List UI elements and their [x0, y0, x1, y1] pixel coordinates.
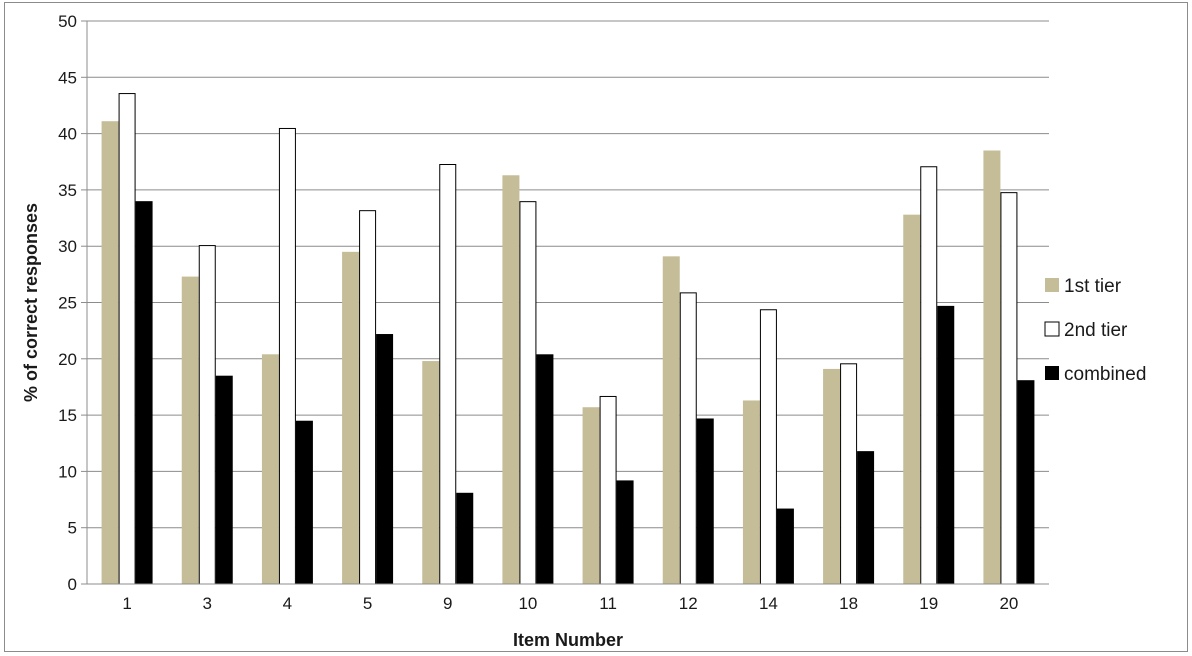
- x-tick-label: 14: [759, 594, 778, 613]
- bar-2nd-tier-item-18: [840, 363, 858, 585]
- x-tick-label: 3: [203, 594, 212, 613]
- bar-combined-item-4: [295, 420, 313, 584]
- bar-2nd-tier-item-3: [198, 245, 216, 585]
- legend-label-2nd-tier: 2nd tier: [1064, 320, 1128, 341]
- legend-label-1st-tier: 1st tier: [1064, 276, 1122, 297]
- bar-combined-item-5: [376, 334, 394, 584]
- y-tick-label: 25: [58, 294, 77, 313]
- bar-1st-tier-item-3: [181, 276, 199, 584]
- bar-1st-tier-item-4: [261, 354, 279, 584]
- bar-2nd-tier-item-11: [599, 395, 617, 585]
- bar-combined-item-11: [616, 480, 634, 584]
- bar-2nd-tier-item-5: [359, 210, 377, 585]
- x-tick-label: 19: [919, 594, 938, 613]
- legend-swatch-1st-tier: [1045, 278, 1059, 292]
- legend-swatch-2nd-tier: [1044, 321, 1060, 337]
- x-tick-label: 12: [679, 594, 698, 613]
- y-tick-label: 10: [58, 462, 77, 481]
- bar-1st-tier-item-18: [823, 368, 841, 584]
- y-axis-ticks: 0 5 10 15 20 25 30 35 40 45 50: [58, 12, 77, 594]
- x-tick-label: 4: [283, 594, 292, 613]
- bar-combined-item-19: [937, 305, 955, 584]
- bar-2nd-tier-item-12: [679, 292, 697, 585]
- gridlines: [81, 20, 1049, 585]
- y-tick-label: 15: [58, 406, 77, 425]
- bar-1st-tier-item-14: [742, 400, 760, 584]
- bar-2nd-tier-item-19: [920, 166, 938, 585]
- bars: [101, 93, 1035, 585]
- legend: 1st tier 2nd tier combined: [1044, 276, 1146, 385]
- legend-label-combined: combined: [1064, 364, 1146, 385]
- bar-2nd-tier-item-10: [519, 201, 537, 585]
- bar-2nd-tier-item-4: [278, 127, 296, 585]
- x-tick-label: 1: [122, 594, 131, 613]
- y-tick-label: 35: [58, 181, 77, 200]
- bar-1st-tier-item-9: [422, 361, 440, 584]
- x-tick-label: 5: [363, 594, 372, 613]
- bar-1st-tier-item-1: [101, 121, 119, 585]
- y-tick-label: 5: [68, 519, 77, 538]
- y-tick-label: 40: [58, 125, 77, 144]
- x-tick-label: 9: [443, 594, 452, 613]
- x-tick-label: 20: [999, 594, 1018, 613]
- bar-1st-tier-item-11: [582, 407, 600, 584]
- bar-combined-item-3: [215, 375, 233, 584]
- y-tick-label: 50: [58, 12, 77, 31]
- bar-2nd-tier-item-9: [439, 164, 457, 585]
- bar-2nd-tier-item-1: [118, 93, 136, 585]
- x-tick-label: 11: [599, 594, 617, 613]
- bar-combined-item-18: [857, 451, 875, 584]
- bar-1st-tier-item-12: [662, 256, 680, 584]
- legend-swatch-combined: [1045, 366, 1059, 380]
- x-axis-title: Item Number: [513, 630, 623, 650]
- bar-1st-tier-item-5: [342, 251, 360, 584]
- bar-1st-tier-item-20: [983, 150, 1001, 585]
- bar-combined-item-9: [456, 492, 474, 584]
- y-tick-label: 0: [68, 575, 77, 594]
- y-tick-label: 45: [58, 68, 77, 87]
- bar-2nd-tier-item-14: [759, 309, 777, 585]
- x-tick-label: 18: [839, 594, 858, 613]
- y-tick-label: 20: [58, 350, 77, 369]
- bar-2nd-tier-item-20: [1000, 192, 1018, 585]
- bar-combined-item-20: [1017, 380, 1035, 584]
- bar-combined-item-1: [135, 201, 153, 584]
- x-axis-ticks: 1 3 4 5 9 10 11 12 14 18 19 20: [87, 583, 1049, 613]
- y-tick-label: 30: [58, 237, 77, 256]
- bar-combined-item-10: [536, 354, 554, 584]
- bar-combined-item-12: [696, 418, 714, 584]
- bar-1st-tier-item-10: [502, 175, 520, 584]
- x-tick-label: 10: [518, 594, 537, 613]
- y-axis-title: % of correct responses: [21, 203, 41, 402]
- bar-combined-item-14: [776, 508, 794, 584]
- chart-frame: 0 5 10 15 20 25 30 35 40 45 50 1 3 4 5 9 10 11 12 14 18 19 20…: [4, 2, 1188, 652]
- bar-1st-tier-item-19: [903, 214, 921, 584]
